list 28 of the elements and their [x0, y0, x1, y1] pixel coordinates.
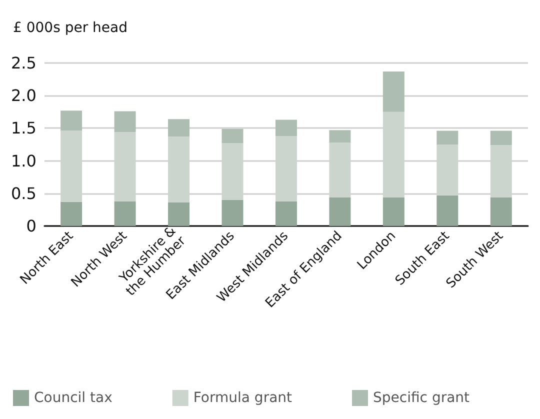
bar	[382, 71, 404, 112]
text: 1.0	[10, 151, 36, 170]
legend-label: Formula grant	[193, 390, 293, 406]
bar	[490, 130, 512, 146]
bar	[382, 197, 404, 226]
bar	[436, 195, 458, 226]
text: 2.0	[10, 86, 36, 106]
bar	[490, 197, 512, 226]
y-tick-label: 1.5	[10, 118, 36, 138]
y-tick-label: 0	[26, 216, 36, 236]
bar	[436, 130, 458, 144]
bar	[329, 130, 351, 143]
bar	[60, 202, 82, 226]
y-tick-label: 0.5	[10, 184, 36, 203]
y-axis-title: £ 000s per head	[13, 20, 128, 36]
y-tick-label: 2.5	[10, 54, 36, 72]
bar	[60, 110, 82, 131]
bar	[114, 111, 136, 132]
bar	[275, 120, 297, 136]
bar	[168, 119, 190, 137]
bar	[222, 200, 244, 226]
bar	[329, 197, 351, 226]
bar	[114, 201, 136, 226]
legend-label: Council tax	[34, 390, 112, 406]
bar	[222, 128, 244, 144]
bar	[275, 201, 297, 226]
legend-label: Specific grant	[373, 390, 470, 406]
bar	[168, 202, 190, 226]
